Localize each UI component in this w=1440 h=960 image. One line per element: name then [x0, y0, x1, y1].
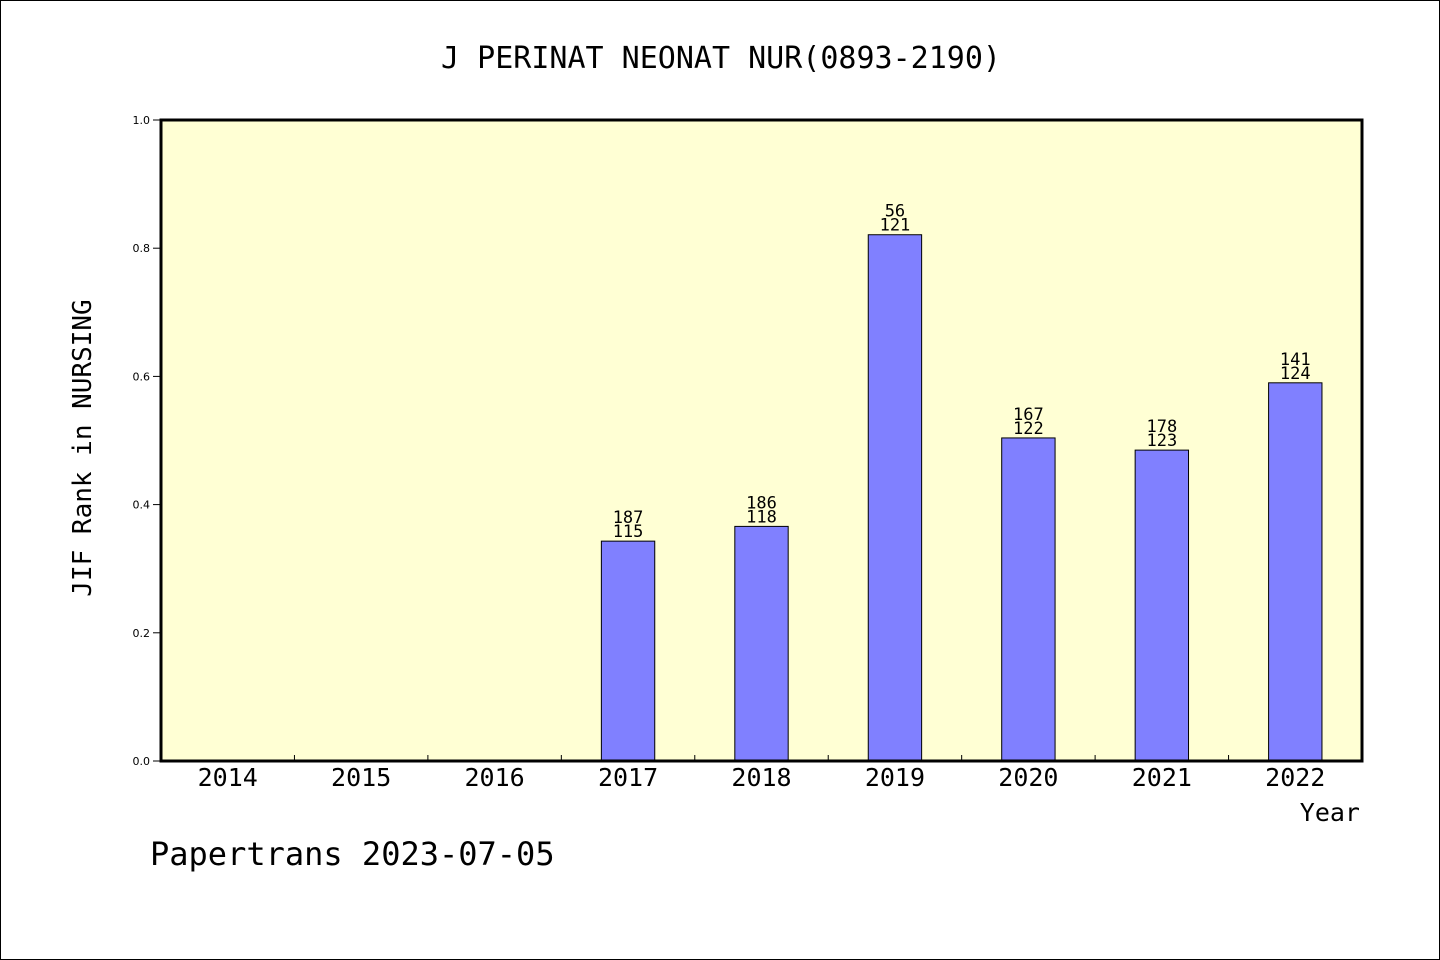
data-label-top-2018: 186 — [746, 493, 777, 513]
y-tick-label-0.6: 0.6 — [133, 370, 151, 383]
x-tick-label-2022: 2022 — [1265, 763, 1325, 792]
bar-2018 — [734, 525, 789, 762]
x-tick-label-2014: 2014 — [198, 763, 258, 792]
plot-frame — [159, 118, 1364, 763]
bar-2022 — [1268, 382, 1323, 762]
bar-2019 — [867, 234, 923, 762]
x-axis: 2014 2015 2016 2017 2018 2019 2020 2021 2022 — [198, 755, 1325, 792]
x-tick-label-2019: 2019 — [865, 763, 925, 792]
bar-2021 — [1134, 449, 1190, 762]
data-label-bottom-2020: 122 — [1013, 419, 1044, 439]
data-label-bottom-2021: 123 — [1146, 431, 1177, 451]
y-tick-label-0.8: 0.8 — [133, 242, 151, 255]
bar-2017 — [600, 540, 656, 762]
y-tick-label-0.0: 0.0 — [133, 755, 151, 768]
x-axis-label: Year — [1300, 798, 1360, 827]
chart-title: J PERINAT NEONAT NUR(0893-2190) — [441, 41, 1001, 76]
data-label-top-2022: 141 — [1280, 350, 1311, 370]
y-tick-label-1.0: 1.0 — [133, 114, 151, 127]
x-tick-label-2015: 2015 — [331, 763, 391, 792]
data-label-bottom-2017: 115 — [613, 522, 644, 542]
x-tick-label-2016: 2016 — [465, 763, 525, 792]
y-tick-label-0.4: 0.4 — [133, 499, 151, 512]
data-label-top-2017: 187 — [613, 508, 644, 528]
bar-2020 — [1001, 437, 1056, 762]
y-axis: 0.0 0.2 0.4 0.6 0.8 1.0 — [133, 114, 161, 768]
data-label-top-2021: 178 — [1146, 417, 1177, 437]
x-tick-label-2021: 2021 — [1132, 763, 1192, 792]
bars-group — [600, 234, 1323, 762]
data-label-bottom-2019: 121 — [880, 216, 911, 236]
data-label-top-2019: 56 — [885, 202, 905, 222]
data-label-bottom-2018: 118 — [746, 507, 777, 527]
x-tick-label-2018: 2018 — [731, 763, 791, 792]
footer-watermark: Papertrans 2023-07-05 — [150, 835, 555, 873]
x-tick-label-2020: 2020 — [998, 763, 1058, 792]
data-label-top-2020: 167 — [1013, 405, 1044, 425]
x-tick-label-2017: 2017 — [598, 763, 658, 792]
data-label-bottom-2022: 124 — [1280, 364, 1311, 384]
y-tick-label-0.2: 0.2 — [133, 627, 151, 640]
y-axis-label: JIF Rank in NURSING — [68, 299, 98, 596]
